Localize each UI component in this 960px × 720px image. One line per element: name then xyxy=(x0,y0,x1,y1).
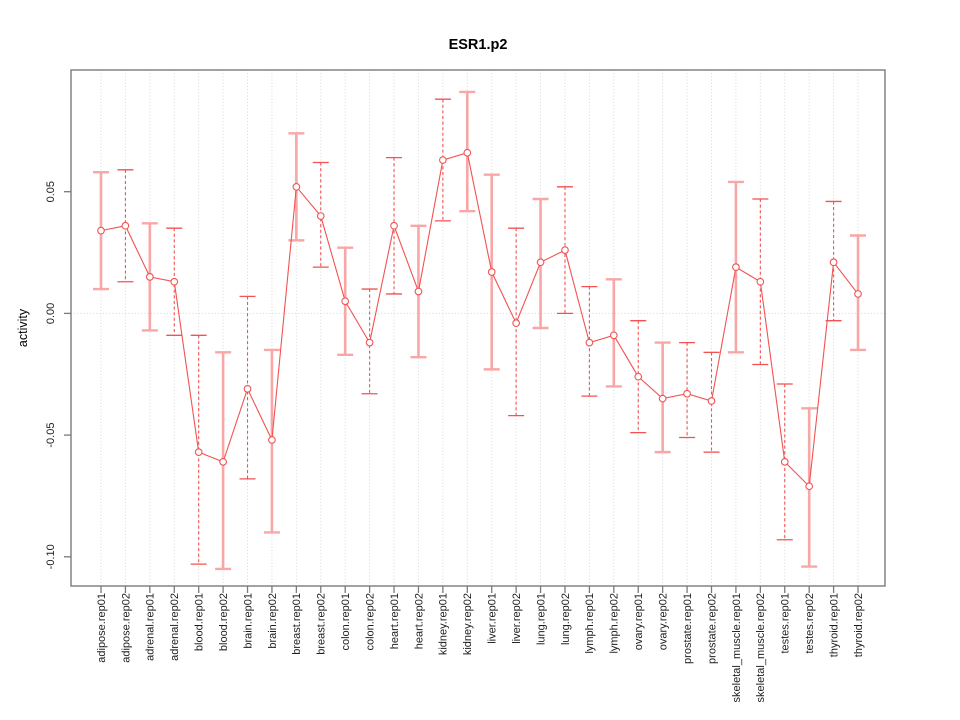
x-tick-label: prostate.rep02 xyxy=(706,593,718,664)
x-tick-label: thyroid.rep01 xyxy=(828,593,840,657)
data-point xyxy=(145,273,154,281)
y-tick-label: 0.00 xyxy=(45,303,57,324)
data-point xyxy=(341,297,350,306)
axis-ticks xyxy=(64,191,859,593)
gridlines xyxy=(71,70,885,586)
x-tick-label: skeletal_muscle.rep01 xyxy=(731,593,743,702)
x-tick-label: lung.rep01 xyxy=(535,593,547,645)
x-tick-label: ovary.rep02 xyxy=(658,593,670,650)
data-point xyxy=(512,319,520,327)
data-point xyxy=(292,182,301,191)
data-point xyxy=(683,389,691,398)
x-tick-label: kidney.rep01 xyxy=(438,593,450,655)
x-tick-label: liver.rep01 xyxy=(487,593,499,644)
x-tick-label: adrenal.rep02 xyxy=(169,593,181,661)
x-tick-label: testes.rep02 xyxy=(804,593,816,654)
data-point xyxy=(585,338,594,347)
data-point xyxy=(121,221,130,230)
x-tick-label: blood.rep02 xyxy=(218,593,230,651)
plot-border xyxy=(70,69,886,587)
data-point xyxy=(658,394,667,403)
x-tick-label: liver.rep02 xyxy=(511,593,523,644)
x-tick-label: adipose.rep01 xyxy=(96,593,108,663)
x-tick-label: colon.rep01 xyxy=(340,593,352,651)
data-point xyxy=(829,258,838,267)
x-tick-label: skeletal_muscle.rep02 xyxy=(755,593,767,702)
data-point xyxy=(634,372,643,381)
x-tick-label: brain.rep02 xyxy=(267,593,279,649)
series-line xyxy=(100,152,859,488)
x-tick-label: ovary.rep01 xyxy=(633,593,645,650)
x-tick-label: thyroid.rep02 xyxy=(853,593,865,657)
data-point xyxy=(463,148,472,157)
y-tick-label: -0.05 xyxy=(45,423,57,448)
axis-tick-labels: 0.05 0.00 -0.05 -0.10 adipose.rep01 adipose.r… xyxy=(45,181,865,702)
data-point xyxy=(194,448,203,456)
x-tick-label: breast.rep01 xyxy=(291,593,303,655)
x-tick-label: lymph.rep02 xyxy=(609,593,621,654)
y-tick-label: 0.05 xyxy=(45,181,57,202)
data-point xyxy=(780,458,789,466)
data-point xyxy=(732,263,740,272)
x-tick-label: adrenal.rep01 xyxy=(145,593,157,661)
data-point xyxy=(365,338,374,347)
x-tick-label: heart.rep02 xyxy=(413,593,425,649)
data-points xyxy=(97,148,862,491)
x-tick-label: blood.rep01 xyxy=(194,593,206,651)
data-point xyxy=(243,384,252,393)
x-tick-label: colon.rep02 xyxy=(364,593,376,651)
data-point xyxy=(268,436,276,444)
data-point xyxy=(487,268,496,276)
data-point xyxy=(219,458,227,466)
data-point xyxy=(97,226,105,235)
series-polyline xyxy=(100,152,859,488)
x-tick-label: lung.rep02 xyxy=(560,593,572,645)
data-point xyxy=(390,221,398,230)
x-tick-label: heart.rep01 xyxy=(389,593,401,649)
y-tick-label: -0.10 xyxy=(45,544,57,569)
x-tick-label: kidney.rep02 xyxy=(462,593,474,655)
data-point xyxy=(170,277,179,286)
x-tick-label: prostate.rep01 xyxy=(682,593,694,664)
data-point xyxy=(854,290,862,298)
data-point xyxy=(439,156,447,164)
x-tick-label: lymph.rep01 xyxy=(584,593,596,654)
data-point xyxy=(756,277,765,286)
data-point xyxy=(609,331,618,340)
data-point xyxy=(414,287,423,296)
data-point xyxy=(805,482,814,491)
x-tick-label: breast.rep02 xyxy=(316,593,328,655)
error-bars xyxy=(93,90,867,571)
data-point xyxy=(561,246,569,254)
x-tick-label: brain.rep01 xyxy=(242,593,254,649)
x-tick-label: testes.rep01 xyxy=(780,593,792,654)
data-point xyxy=(536,258,545,267)
x-tick-label: adipose.rep02 xyxy=(120,593,132,663)
data-point xyxy=(707,397,716,405)
y-axis-label: activity xyxy=(16,308,30,347)
chart-title: ESR1.p2 xyxy=(449,37,508,53)
data-point xyxy=(316,212,325,220)
